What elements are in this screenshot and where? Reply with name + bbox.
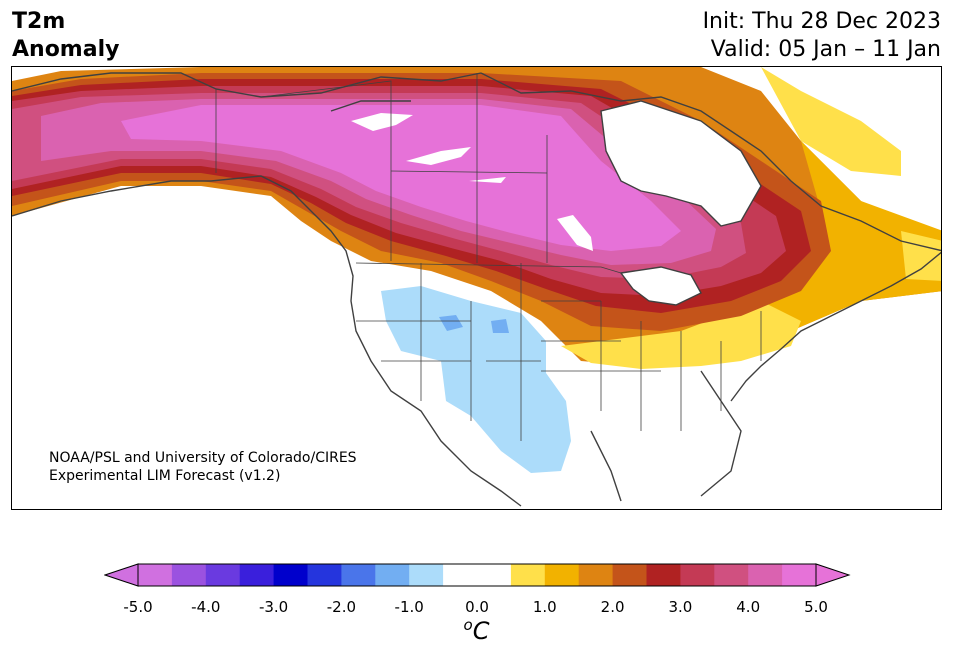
colorbar-cell	[239, 564, 275, 586]
great-lakes	[621, 267, 701, 305]
colorbar-tick-label: 5.0	[804, 598, 828, 616]
colorbar-unit: oC	[0, 616, 953, 645]
unit-letter: C	[472, 617, 490, 645]
colorbar-cells	[138, 564, 817, 586]
colorbar-cell	[612, 564, 647, 586]
colorbar-cell	[578, 564, 614, 586]
valid-date: Valid: 05 Jan – 11 Jan	[710, 37, 941, 62]
forecast-dates: Init: Thu 28 Dec 2023 Valid: 05 Jan – 11…	[703, 8, 941, 64]
unit-degree: o	[463, 616, 473, 634]
colorbar-tick-label: -5.0	[123, 598, 153, 616]
colorbar-tick-label: 4.0	[736, 598, 761, 616]
colorbar-ticks: -5.0 -4.0 -3.0 -2.0 -1.0 0.0 1.0 2.0 3.0 4.0 5.0	[104, 598, 850, 618]
map-svg	[12, 67, 941, 507]
colorbar-cell	[138, 564, 173, 586]
colorbar-cell	[443, 564, 478, 586]
colorbar-cell	[646, 564, 681, 586]
colorbar-cell	[273, 564, 308, 586]
political-borders	[215, 73, 762, 441]
title-line-1: T2m	[12, 9, 66, 34]
colorbar-cell	[782, 564, 817, 586]
colorbar-cell	[205, 564, 241, 586]
lake-2	[406, 147, 471, 165]
coastlines	[12, 72, 941, 507]
colorbar-tick-label: -4.0	[191, 598, 221, 616]
colorbar-tick-label: 3.0	[668, 598, 693, 616]
band-blue-sw-2	[491, 319, 509, 333]
band-pink-core	[121, 105, 681, 251]
forecast-credit: NOAA/PSL and University of Colorado/CIRE…	[49, 449, 357, 485]
colorbar-tick-label: 2.0	[600, 598, 625, 616]
colorbar-cell	[544, 564, 580, 586]
colorbar-tick-label: 1.0	[532, 598, 557, 616]
band-blue-sw	[439, 315, 463, 331]
colorbar-cell	[375, 564, 410, 586]
band-lightblue-sw	[381, 286, 571, 473]
colorbar-cell	[307, 564, 342, 586]
colorbar-cell	[171, 564, 207, 586]
title-line-2: Anomaly	[12, 37, 120, 62]
colorbar-extend-low	[104, 563, 139, 587]
colorbar-tick-label: -1.0	[394, 598, 424, 616]
colorbar	[104, 563, 851, 587]
lake-4	[557, 215, 593, 251]
init-date: Init: Thu 28 Dec 2023	[702, 9, 941, 34]
colorbar-cell	[510, 564, 546, 586]
colorbar-cell	[341, 564, 376, 586]
credit-line-2: Experimental LIM Forecast (v1.2)	[49, 468, 281, 484]
colorbar-cell	[748, 564, 783, 586]
colorbar-extend-high	[815, 563, 851, 587]
colorbar-cell	[409, 564, 444, 586]
credit-line-1: NOAA/PSL and University of Colorado/CIRE…	[49, 450, 357, 466]
hudson-bay	[601, 101, 761, 226]
colorbar-cell	[477, 564, 512, 586]
map-title: T2m Anomaly	[12, 8, 119, 64]
lake-3	[469, 177, 506, 183]
colorbar-tick-label: -3.0	[258, 598, 289, 616]
anomaly-map	[11, 66, 942, 510]
colorbar-border	[137, 563, 817, 587]
band-yellow-ne	[761, 67, 901, 176]
colorbar-cell	[714, 564, 749, 586]
lake-1	[351, 113, 413, 131]
colorbar-tick-label: -2.0	[326, 598, 357, 616]
colorbar-tick-label: 0.0	[465, 598, 489, 616]
colorbar-cell	[680, 564, 715, 586]
